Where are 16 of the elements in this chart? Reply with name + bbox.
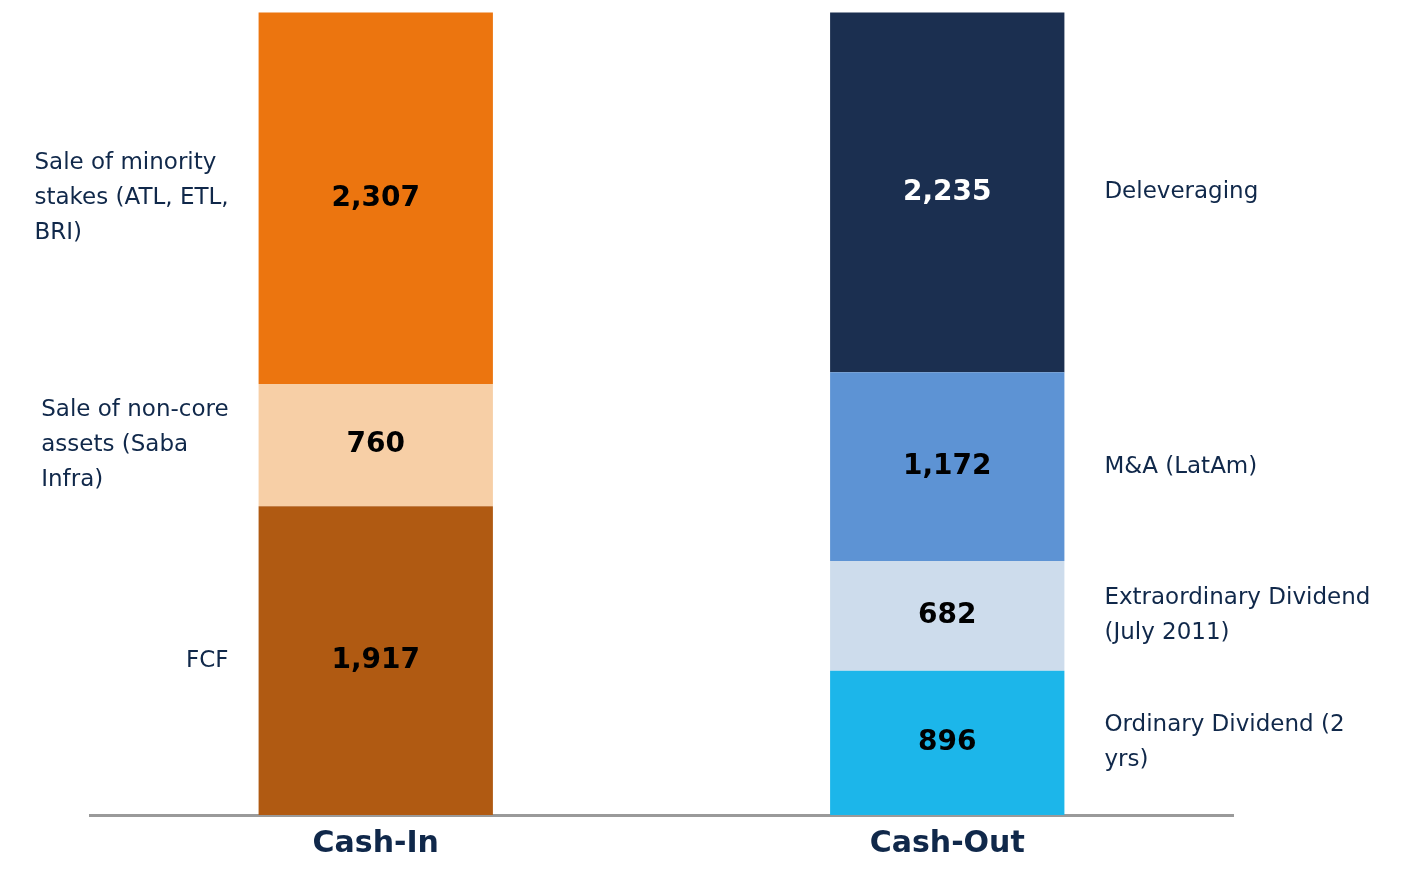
series-label: FCF xyxy=(186,645,229,672)
x-tick-label: Cash-In xyxy=(312,823,439,859)
series-label: Extraordinary Dividend (July 2011) xyxy=(1104,583,1371,645)
x-tick-label: Cash-Out xyxy=(869,823,1025,859)
data-label: 760 xyxy=(346,426,405,460)
series-label: Sale of minority stakes (ATL, ETL, BRI) xyxy=(34,148,229,245)
data-label: 896 xyxy=(918,724,977,758)
data-label: 2,307 xyxy=(331,179,421,213)
data-label: 2,235 xyxy=(902,173,992,207)
series-label: M&A (LatAm) xyxy=(1104,451,1258,478)
data-label: 1,917 xyxy=(331,641,421,675)
data-label: 682 xyxy=(918,597,977,631)
series-label: Ordinary Dividend (2 yrs) xyxy=(1104,710,1345,772)
series-label: Deleveraging xyxy=(1104,177,1259,204)
data-label: 1,172 xyxy=(902,447,992,481)
series-label: Sale of non-core assets (Saba Infra) xyxy=(41,395,229,492)
